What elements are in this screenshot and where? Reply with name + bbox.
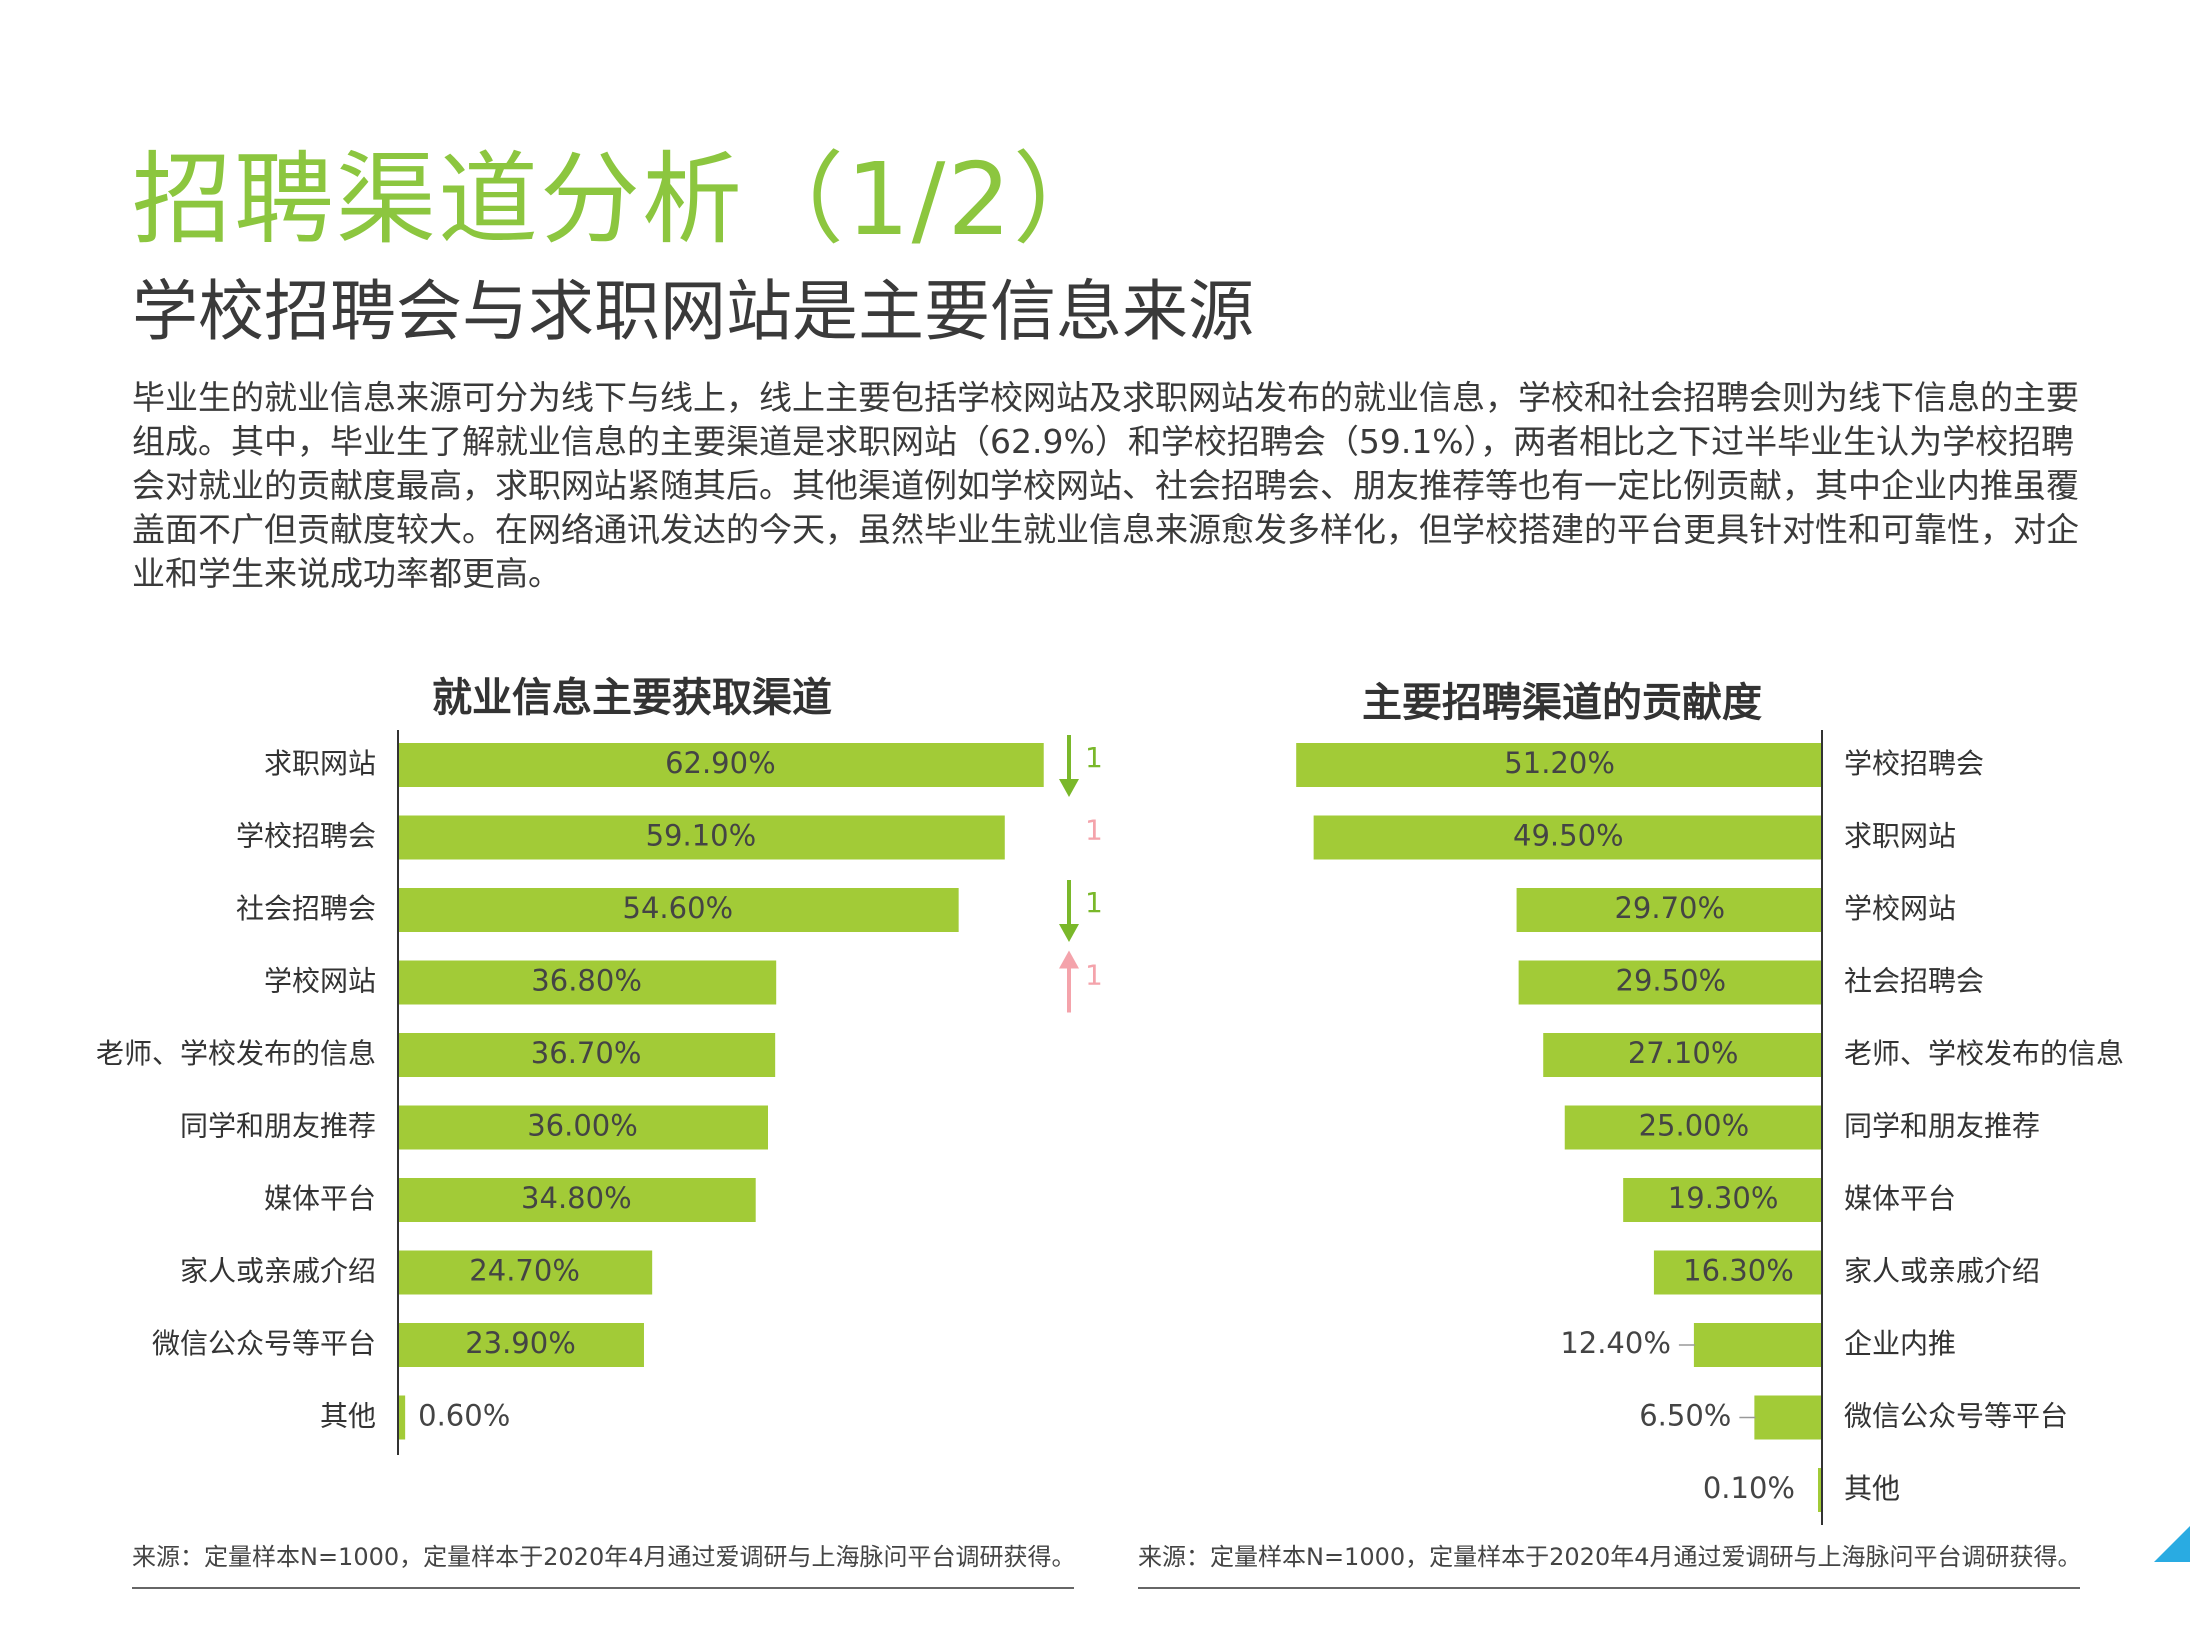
right-value-label-9: 6.50%	[1639, 1399, 1731, 1433]
left-category-label-2: 社会招聘会	[236, 892, 376, 925]
rank-down-arrow-icon-0	[1059, 779, 1079, 797]
right-category-label-10: 其他	[1844, 1472, 1900, 1505]
left-bar-6	[399, 1178, 756, 1222]
rank-change-label-3: 1	[1085, 959, 1103, 992]
left-bar-1	[399, 815, 1005, 860]
left-value-label-2: 54.60%	[623, 891, 734, 925]
right-value-label-8: 12.40%	[1560, 1326, 1671, 1360]
right-category-label-0: 学校招聘会	[1844, 747, 1984, 780]
left-value-label-0: 62.90%	[665, 746, 776, 780]
left-category-label-3: 学校网站	[264, 965, 376, 998]
page-title: 招聘渠道分析（1/2）	[132, 141, 1115, 258]
right-bar-3	[1518, 960, 1821, 1005]
right-value-label-1: 49.50%	[1513, 819, 1624, 853]
right-category-label-1: 求职网站	[1844, 820, 1956, 853]
left-value-label-1: 59.10%	[646, 819, 757, 853]
right-category-label-7: 家人或亲戚介绍	[1844, 1255, 2040, 1288]
right-category-label-9: 微信公众号等平台	[1844, 1400, 2068, 1433]
right-category-label-8: 企业内推	[1844, 1327, 1956, 1360]
corner-triangle-icon	[2154, 1526, 2190, 1562]
left-value-label-4: 36.70%	[531, 1036, 642, 1070]
left-bar-7	[399, 1250, 653, 1295]
left-category-label-5: 同学和朋友推荐	[180, 1110, 376, 1143]
left-category-label-9: 其他	[320, 1400, 376, 1433]
left-value-label-7: 24.70%	[469, 1254, 580, 1288]
summary-paragraph: 毕业生的就业信息来源可分为线下与线上，线上主要包括学校网站及求职网站发布的就业信…	[132, 378, 2079, 593]
right-category-label-2: 学校网站	[1844, 892, 1956, 925]
right-bar-5	[1564, 1105, 1821, 1150]
left-bar-9	[399, 1395, 406, 1440]
right-category-label-3: 社会招聘会	[1844, 965, 1984, 998]
right-bar-6	[1623, 1178, 1821, 1222]
left-value-label-3: 36.80%	[531, 964, 642, 998]
right-value-label-10: 0.10%	[1703, 1471, 1795, 1505]
right-value-label-4: 27.10%	[1628, 1036, 1739, 1070]
left-category-label-6: 媒体平台	[264, 1182, 376, 1215]
right-bar-7	[1653, 1250, 1821, 1295]
right-bar-2	[1516, 888, 1821, 932]
rank-up-arrow-icon-3	[1059, 950, 1079, 969]
left-category-label-7: 家人或亲戚介绍	[180, 1255, 376, 1288]
left-bar-4	[399, 1033, 776, 1077]
right-category-label-4: 老师、学校发布的信息	[1844, 1037, 2124, 1070]
left-bar-5	[399, 1105, 768, 1150]
right-category-label-5: 同学和朋友推荐	[1844, 1110, 2040, 1143]
rank-change-label-0: 1	[1085, 741, 1103, 774]
left-category-label-8: 微信公众号等平台	[152, 1327, 376, 1360]
right-bar-8	[1693, 1323, 1821, 1367]
right-footnote-rule	[1138, 1587, 2080, 1589]
rank-change-label-2: 1	[1085, 886, 1103, 919]
right-category-label-6: 媒体平台	[1844, 1182, 1956, 1215]
left-value-label-5: 36.00%	[527, 1109, 638, 1143]
right-footnote: 来源：定量样本N=1000，定量样本于2020年4月通过爱调研与上海脉问平台调研…	[1138, 1543, 2082, 1571]
left-bar-8	[399, 1323, 644, 1367]
right-bar-10	[1818, 1468, 1821, 1512]
right-bar-4	[1543, 1033, 1821, 1077]
right-value-label-6: 19.30%	[1668, 1181, 1779, 1215]
left-category-label-1: 学校招聘会	[236, 820, 376, 853]
right-value-label-5: 25.00%	[1639, 1109, 1750, 1143]
rank-down-arrow-icon-2	[1059, 924, 1079, 942]
page-subtitle: 学校招聘会与求职网站是主要信息来源	[132, 273, 1254, 350]
right-value-label-0: 51.20%	[1504, 746, 1615, 780]
left-value-label-9: 0.60%	[418, 1399, 510, 1433]
left-footnote-rule	[132, 1587, 1074, 1589]
left-category-label-4: 老师、学校发布的信息	[96, 1037, 376, 1070]
left-footnote: 来源：定量样本N=1000，定量样本于2020年4月通过爱调研与上海脉问平台调研…	[132, 1543, 1076, 1571]
right-bar-1	[1313, 815, 1821, 860]
right-bar-0	[1296, 743, 1821, 787]
left-bar-0	[399, 743, 1044, 787]
right-value-label-3: 29.50%	[1616, 964, 1727, 998]
right-value-label-2: 29.70%	[1614, 891, 1725, 925]
left-bar-2	[399, 888, 959, 932]
left-value-label-8: 23.90%	[465, 1326, 576, 1360]
left-category-label-0: 求职网站	[264, 747, 376, 780]
left-value-label-6: 34.80%	[521, 1181, 632, 1215]
rank-change-label-1: 1	[1085, 814, 1103, 847]
right-bar-9	[1754, 1395, 1821, 1440]
left-chart-title: 就业信息主要获取渠道	[432, 675, 832, 721]
right-value-label-7: 16.30%	[1683, 1254, 1794, 1288]
left-bar-3	[399, 960, 777, 1005]
right-chart-title: 主要招聘渠道的贡献度	[1362, 680, 1762, 726]
